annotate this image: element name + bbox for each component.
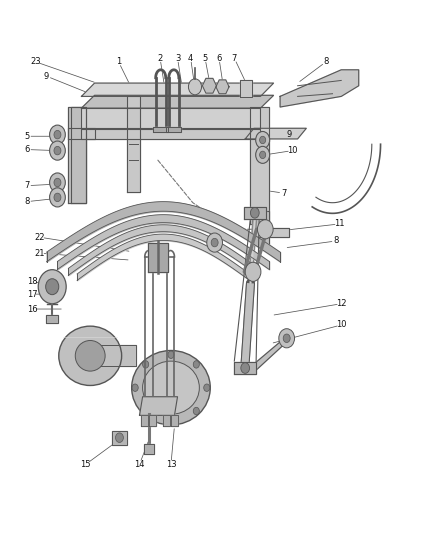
Polygon shape [163, 415, 170, 426]
Polygon shape [250, 107, 269, 224]
Circle shape [260, 151, 266, 159]
Polygon shape [171, 415, 178, 426]
Text: 18: 18 [27, 277, 37, 286]
Text: 10: 10 [287, 146, 297, 155]
Circle shape [168, 417, 174, 424]
Text: 22: 22 [35, 233, 45, 242]
Polygon shape [245, 128, 306, 139]
Text: 6: 6 [216, 54, 222, 62]
Text: 9: 9 [286, 130, 291, 139]
Circle shape [251, 207, 259, 218]
Circle shape [38, 270, 66, 304]
Text: 16: 16 [27, 304, 37, 313]
Ellipse shape [132, 351, 210, 425]
Text: 14: 14 [134, 460, 145, 469]
Polygon shape [256, 335, 289, 370]
Polygon shape [68, 107, 86, 203]
Text: 7: 7 [232, 54, 237, 62]
Circle shape [207, 233, 223, 252]
Circle shape [241, 363, 250, 373]
Circle shape [116, 433, 124, 442]
Text: 10: 10 [336, 320, 346, 329]
Text: 17: 17 [27, 289, 37, 298]
Text: 6: 6 [24, 145, 30, 154]
Text: 7: 7 [281, 189, 286, 198]
Text: 13: 13 [166, 460, 176, 469]
Polygon shape [280, 70, 359, 107]
Text: 21: 21 [35, 249, 45, 258]
Circle shape [46, 279, 59, 295]
Circle shape [260, 136, 266, 144]
Text: 1: 1 [116, 58, 121, 66]
Circle shape [211, 238, 218, 247]
Circle shape [143, 361, 149, 368]
Text: 3: 3 [175, 54, 180, 62]
Polygon shape [244, 207, 266, 219]
Text: 9: 9 [44, 71, 49, 80]
Text: 8: 8 [24, 197, 30, 206]
Polygon shape [166, 127, 181, 132]
Circle shape [279, 329, 294, 348]
Polygon shape [46, 316, 58, 323]
Text: 8: 8 [333, 237, 339, 246]
Polygon shape [81, 95, 274, 108]
Circle shape [193, 361, 199, 368]
Polygon shape [81, 83, 274, 96]
Text: 23: 23 [30, 58, 41, 66]
Circle shape [245, 262, 261, 281]
Text: 7: 7 [24, 181, 30, 190]
Polygon shape [68, 128, 95, 139]
Circle shape [168, 351, 174, 359]
Circle shape [143, 407, 149, 415]
Polygon shape [127, 96, 141, 192]
Text: 2: 2 [157, 54, 162, 62]
Ellipse shape [59, 326, 122, 385]
Polygon shape [81, 108, 261, 128]
Circle shape [49, 173, 65, 192]
Polygon shape [252, 211, 269, 245]
Text: 8: 8 [323, 58, 328, 66]
Circle shape [54, 178, 61, 187]
Polygon shape [140, 397, 177, 415]
Polygon shape [81, 130, 261, 139]
Circle shape [256, 132, 270, 149]
Polygon shape [216, 80, 229, 94]
Circle shape [204, 384, 210, 391]
Circle shape [256, 147, 270, 164]
Polygon shape [149, 415, 156, 426]
Circle shape [188, 79, 201, 95]
Polygon shape [148, 243, 168, 272]
Text: 12: 12 [336, 299, 346, 308]
Circle shape [193, 407, 199, 415]
Polygon shape [202, 78, 216, 93]
Circle shape [49, 141, 65, 160]
Circle shape [54, 147, 61, 155]
Text: 5: 5 [202, 54, 208, 62]
Polygon shape [153, 127, 168, 132]
Circle shape [49, 188, 65, 207]
Polygon shape [144, 444, 154, 454]
Circle shape [49, 125, 65, 144]
Circle shape [132, 384, 138, 391]
Ellipse shape [143, 361, 199, 414]
Ellipse shape [75, 341, 105, 371]
Polygon shape [90, 345, 136, 367]
Polygon shape [112, 431, 127, 445]
Text: 11: 11 [334, 220, 344, 229]
Circle shape [258, 220, 273, 239]
Polygon shape [234, 362, 256, 374]
Polygon shape [71, 107, 86, 203]
Circle shape [283, 334, 290, 343]
Text: 4: 4 [188, 54, 193, 62]
Circle shape [54, 131, 61, 139]
Polygon shape [252, 228, 289, 237]
Circle shape [54, 193, 61, 201]
Text: 5: 5 [24, 132, 29, 141]
Polygon shape [141, 415, 148, 426]
Text: 15: 15 [81, 460, 91, 469]
Polygon shape [240, 80, 252, 98]
